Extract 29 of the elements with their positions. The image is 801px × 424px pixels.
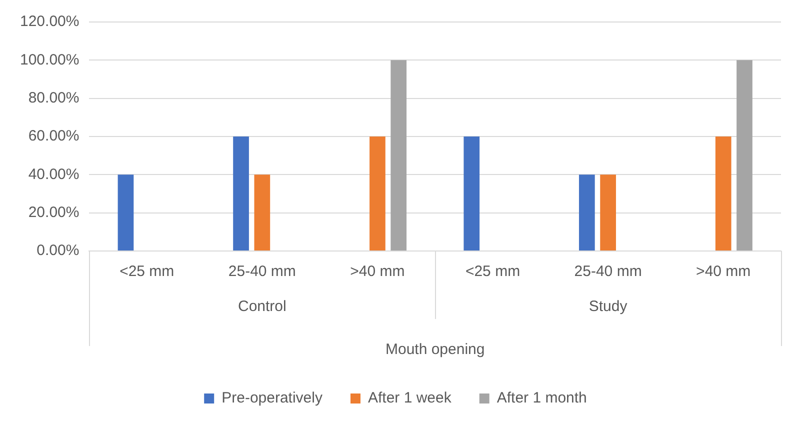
- text: Study: [588, 298, 628, 316]
- legend-label: Pre-operatively: [222, 390, 323, 407]
- y-tick-label: 0.00%: [36, 242, 80, 260]
- x-tick-label: >40 mm: [696, 263, 751, 280]
- text: Control: [238, 298, 286, 316]
- y-tick-label: 120.00%: [20, 13, 80, 30]
- bar: [254, 174, 270, 250]
- bar: [464, 136, 480, 250]
- y-tick-label: 100.00%: [20, 51, 80, 68]
- x-axis-title: Mouth opening: [385, 341, 485, 358]
- x-tick-label: >40 mm: [350, 263, 405, 280]
- legend-label: After 1 week: [368, 390, 452, 407]
- x-tick-label: <25 mm: [465, 263, 520, 280]
- y-tick-label: 20.00%: [28, 204, 80, 221]
- bar: [600, 174, 616, 250]
- bar: [578, 174, 595, 250]
- bar: [370, 136, 386, 250]
- legend-label: After 1 month: [496, 390, 587, 407]
- bar: [736, 60, 752, 250]
- x-tick-label: <25 mm: [120, 263, 174, 280]
- bar: [715, 136, 732, 250]
- bar: [233, 136, 249, 250]
- x-tick-label: 25-40 mm: [228, 263, 296, 280]
- y-tick-label: 60.00%: [28, 128, 80, 145]
- bar: [118, 174, 134, 250]
- bar: [390, 60, 407, 250]
- x-tick-label: 25-40 mm: [574, 263, 642, 280]
- y-tick-label: 40.00%: [28, 166, 80, 183]
- y-tick-label: 80.00%: [28, 89, 80, 106]
